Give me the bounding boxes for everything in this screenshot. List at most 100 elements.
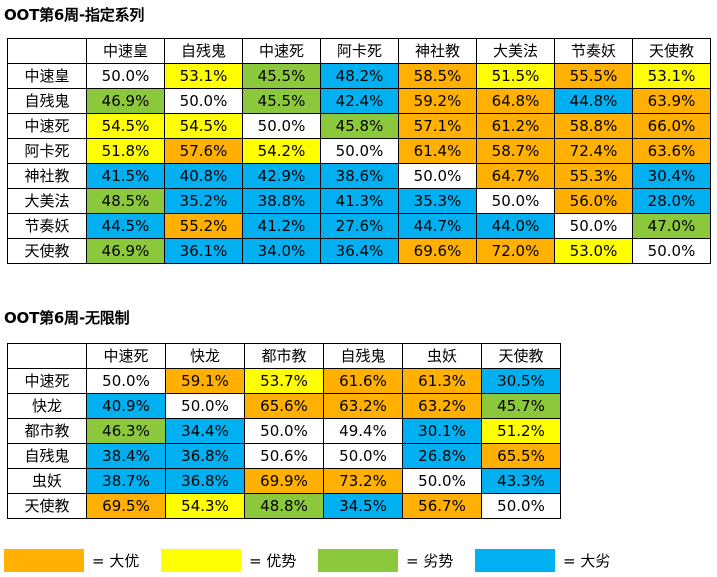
legend-label: = 大优 bbox=[92, 551, 140, 570]
table-row: 阿卡死 51.8% 57.6% 54.2% 50.0% 61.4% 58.7% 72.4% 63… bbox=[7, 138, 711, 164]
table-row: 节奏妖 44.5% 55.2% 41.2% 27.6% 44.7% 44.0% 50.0% 47… bbox=[7, 213, 711, 239]
corner-cell bbox=[7, 343, 87, 369]
winrate-cell: 63.6% bbox=[632, 138, 711, 164]
winrate-cell: 34.0% bbox=[242, 238, 321, 264]
row-header: 节奏妖 bbox=[7, 213, 87, 239]
legend-swatch bbox=[318, 548, 398, 572]
winrate-cell: 46.3% bbox=[86, 418, 166, 444]
winrate-cell: 50.0% bbox=[164, 88, 243, 114]
corner-cell bbox=[7, 38, 87, 64]
winrate-cell: 27.6% bbox=[320, 213, 399, 239]
winrate-cell: 53.1% bbox=[632, 63, 711, 89]
winrate-cell: 50.0% bbox=[402, 468, 482, 494]
table-row: 神社教 41.5% 40.8% 42.9% 38.6% 50.0% 64.7% 55.3% 30… bbox=[7, 163, 711, 189]
winrate-cell: 63.2% bbox=[323, 393, 403, 419]
winrate-cell: 50.0% bbox=[476, 188, 555, 214]
table-row: 大美法 48.5% 35.2% 38.8% 41.3% 35.3% 50.0% 56.0% 28… bbox=[7, 188, 711, 214]
winrate-cell: 65.6% bbox=[244, 393, 324, 419]
winrate-cell: 44.8% bbox=[554, 88, 633, 114]
column-header: 自残鬼 bbox=[323, 343, 403, 369]
row-header: 大美法 bbox=[7, 188, 87, 214]
winrate-cell: 36.8% bbox=[165, 443, 245, 469]
winrate-cell: 35.3% bbox=[398, 188, 477, 214]
column-header: 自残鬼 bbox=[164, 38, 243, 64]
winrate-cell: 45.8% bbox=[320, 113, 399, 139]
winrate-cell: 44.7% bbox=[398, 213, 477, 239]
winrate-cell: 61.3% bbox=[402, 368, 482, 394]
winrate-cell: 48.5% bbox=[86, 188, 165, 214]
winrate-cell: 55.2% bbox=[164, 213, 243, 239]
winrate-cell: 61.4% bbox=[398, 138, 477, 164]
winrate-cell: 69.5% bbox=[86, 493, 166, 519]
winrate-cell: 51.5% bbox=[476, 63, 555, 89]
winrate-cell: 50.0% bbox=[323, 443, 403, 469]
winrate-cell: 34.5% bbox=[323, 493, 403, 519]
winrate-cell: 36.4% bbox=[320, 238, 399, 264]
winrate-cell: 41.5% bbox=[86, 163, 165, 189]
winrate-cell: 46.9% bbox=[86, 238, 165, 264]
column-header: 中速死 bbox=[242, 38, 321, 64]
column-header: 中速皇 bbox=[86, 38, 165, 64]
winrate-cell: 56.0% bbox=[554, 188, 633, 214]
header-row: 中速皇 自残鬼 中速死 阿卡死 神社教 大美法 节奏妖 天使教 bbox=[7, 38, 711, 64]
winrate-cell: 53.7% bbox=[244, 368, 324, 394]
winrate-cell: 42.9% bbox=[242, 163, 321, 189]
winrate-cell: 50.6% bbox=[244, 443, 324, 469]
winrate-cell: 53.1% bbox=[164, 63, 243, 89]
winrate-cell: 54.2% bbox=[242, 138, 321, 164]
table-row: 快龙 40.9% 50.0% 65.6% 63.2% 63.2% 45.7% bbox=[7, 393, 561, 419]
winrate-cell: 28.0% bbox=[632, 188, 711, 214]
winrate-cell: 34.4% bbox=[165, 418, 245, 444]
winrate-cell: 50.0% bbox=[165, 393, 245, 419]
winrate-cell: 54.5% bbox=[86, 113, 165, 139]
winrate-cell: 50.0% bbox=[398, 163, 477, 189]
table-row: 自残鬼 46.9% 50.0% 45.5% 42.4% 59.2% 64.8% 44.8% 63… bbox=[7, 88, 711, 114]
row-header: 自残鬼 bbox=[7, 443, 87, 469]
column-header: 节奏妖 bbox=[554, 38, 633, 64]
winrate-cell: 51.8% bbox=[86, 138, 165, 164]
legend-item-big-disadvantage: = 大劣 bbox=[475, 548, 610, 572]
winrate-cell: 59.2% bbox=[398, 88, 477, 114]
matchup-table-unlimited: 中速死 快龙 都市教 自残鬼 虫妖 天使教 中速死 50.0% 59.1% 53.7% 61.6% 6… bbox=[7, 343, 561, 519]
winrate-cell: 30.4% bbox=[632, 163, 711, 189]
winrate-cell: 66.0% bbox=[632, 113, 711, 139]
legend: = 大优 = 优势 = 劣势 = 大劣 bbox=[4, 548, 704, 572]
winrate-cell: 40.9% bbox=[86, 393, 166, 419]
winrate-cell: 63.9% bbox=[632, 88, 711, 114]
winrate-cell: 50.0% bbox=[242, 113, 321, 139]
row-header: 中速死 bbox=[7, 368, 87, 394]
winrate-cell: 57.6% bbox=[164, 138, 243, 164]
row-header: 中速死 bbox=[7, 113, 87, 139]
winrate-cell: 44.0% bbox=[476, 213, 555, 239]
winrate-cell: 54.3% bbox=[165, 493, 245, 519]
row-header: 阿卡死 bbox=[7, 138, 87, 164]
column-header: 都市教 bbox=[244, 343, 324, 369]
winrate-cell: 42.4% bbox=[320, 88, 399, 114]
winrate-cell: 30.5% bbox=[481, 368, 561, 394]
table-row: 虫妖 38.7% 36.8% 69.9% 73.2% 50.0% 43.3% bbox=[7, 468, 561, 494]
winrate-cell: 50.0% bbox=[632, 238, 711, 264]
winrate-cell: 38.4% bbox=[86, 443, 166, 469]
winrate-cell: 45.5% bbox=[242, 63, 321, 89]
winrate-cell: 50.0% bbox=[86, 368, 166, 394]
winrate-cell: 55.3% bbox=[554, 163, 633, 189]
column-header: 天使教 bbox=[481, 343, 561, 369]
winrate-cell: 46.9% bbox=[86, 88, 165, 114]
winrate-cell: 38.8% bbox=[242, 188, 321, 214]
legend-item-advantage: = 优势 bbox=[161, 548, 296, 572]
winrate-cell: 69.9% bbox=[244, 468, 324, 494]
winrate-cell: 55.5% bbox=[554, 63, 633, 89]
winrate-cell: 36.1% bbox=[164, 238, 243, 264]
table-row: 都市教 46.3% 34.4% 50.0% 49.4% 30.1% 51.2% bbox=[7, 418, 561, 444]
table-row: 天使教 69.5% 54.3% 48.8% 34.5% 56.7% 50.0% bbox=[7, 493, 561, 519]
winrate-cell: 51.2% bbox=[481, 418, 561, 444]
table-row: 自残鬼 38.4% 36.8% 50.6% 50.0% 26.8% 65.5% bbox=[7, 443, 561, 469]
table-row: 天使教 46.9% 36.1% 34.0% 36.4% 69.6% 72.0% 53.0% 50… bbox=[7, 238, 711, 264]
winrate-cell: 35.2% bbox=[164, 188, 243, 214]
legend-label: = 大劣 bbox=[563, 551, 611, 570]
winrate-cell: 26.8% bbox=[402, 443, 482, 469]
winrate-cell: 72.0% bbox=[476, 238, 555, 264]
matchup-table-restricted: 中速皇 自残鬼 中速死 阿卡死 神社教 大美法 节奏妖 天使教 中速皇 50.0% 53.1% 45.… bbox=[7, 38, 711, 264]
winrate-cell: 50.0% bbox=[481, 493, 561, 519]
winrate-cell: 50.0% bbox=[554, 213, 633, 239]
